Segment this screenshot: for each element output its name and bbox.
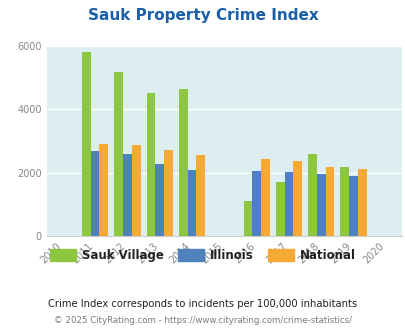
Bar [123,154,132,236]
Bar [132,145,140,236]
Bar [348,177,357,236]
Bar [307,154,316,236]
Bar [164,149,173,236]
Text: Crime Index corresponds to incidents per 100,000 inhabitants: Crime Index corresponds to incidents per… [48,299,357,309]
Bar [292,161,301,236]
Bar [82,52,91,236]
Bar [325,167,333,236]
Bar [91,151,99,236]
Bar [357,169,366,236]
Bar [284,172,292,236]
Bar [114,72,123,236]
Bar [146,93,155,236]
Bar [260,159,269,236]
Bar [339,167,348,236]
Bar [243,201,252,236]
Bar [155,164,164,236]
Bar [187,170,196,236]
Bar [252,171,260,236]
Text: Sauk Property Crime Index: Sauk Property Crime Index [87,8,318,23]
Bar [275,182,284,236]
Bar [99,144,108,236]
Legend: Sauk Village, Illinois, National: Sauk Village, Illinois, National [45,244,360,266]
Bar [196,155,205,236]
Text: © 2025 CityRating.com - https://www.cityrating.com/crime-statistics/: © 2025 CityRating.com - https://www.city… [54,316,351,325]
Bar [316,174,325,236]
Bar [179,89,187,236]
